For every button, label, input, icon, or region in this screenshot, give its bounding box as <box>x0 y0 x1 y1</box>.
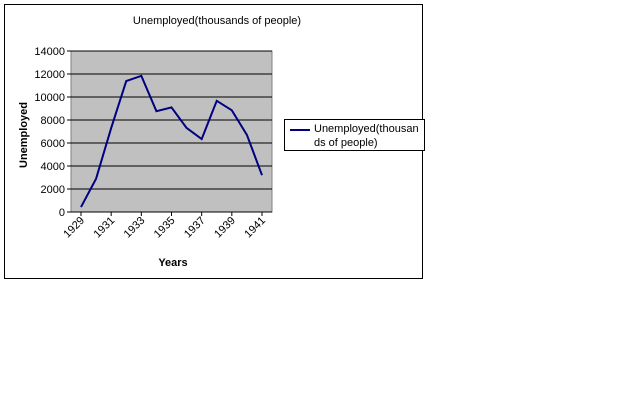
series-layer <box>80 74 263 208</box>
series-line <box>80 74 263 208</box>
x-tick-label: 1933 <box>122 215 148 241</box>
y-tick-label: 2000 <box>41 184 65 196</box>
x-tick-label: 1929 <box>61 215 87 241</box>
legend: Unemployed(thousands of people) <box>284 119 425 151</box>
x-tick-label: 1935 <box>152 215 178 241</box>
x-tick-label: 1941 <box>242 215 268 241</box>
y-tick-label: 10000 <box>34 92 65 104</box>
legend-swatch <box>290 129 310 131</box>
plot-area <box>70 50 273 213</box>
x-tick-label: 1939 <box>212 215 238 241</box>
x-axis-ticks: 1929 1931 1933 1935 1937 1939 1941 <box>61 212 268 240</box>
y-tick-label: 14000 <box>34 46 65 58</box>
y-axis-label: Unemployed <box>18 102 30 168</box>
y-axis-ticks: 0 2000 4000 6000 8000 10000 12000 14000 <box>34 46 71 219</box>
gridlines <box>71 50 272 213</box>
y-tick-label: 0 <box>59 207 65 219</box>
chart-svg: Unemployed(thousands of people) 0 2000 400… <box>18 15 301 269</box>
chart-title: Unemployed(thousands of people) <box>133 15 301 27</box>
chart-area: Unemployed(thousands of people) 0 2000 400… <box>4 4 425 279</box>
x-tick-label: 1937 <box>182 215 208 241</box>
y-tick-label: 8000 <box>41 115 65 127</box>
y-tick-label: 12000 <box>34 69 65 81</box>
y-tick-label: 4000 <box>41 161 65 173</box>
x-axis-label: Years <box>158 257 187 269</box>
x-tick-label: 1931 <box>91 215 117 241</box>
y-tick-label: 6000 <box>41 138 65 150</box>
legend-entry: Unemployed(thousands of people) <box>314 123 419 149</box>
